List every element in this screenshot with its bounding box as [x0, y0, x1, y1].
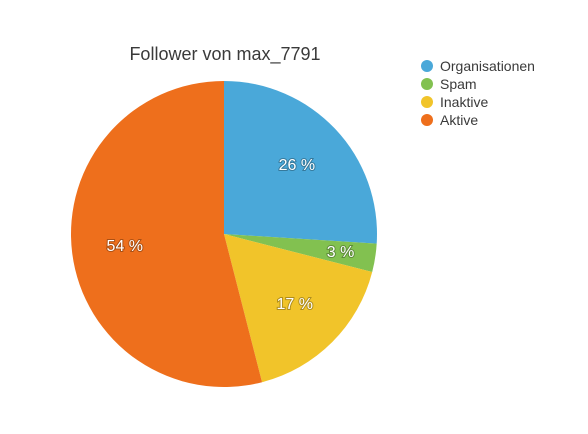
legend-label: Inaktive — [440, 94, 489, 110]
pie-slice-inaktive — [224, 234, 373, 383]
pie-slices — [71, 81, 377, 387]
legend-swatch — [421, 60, 433, 72]
chart-title: Follower von max_7791 — [129, 44, 321, 64]
pie-slice-labels: 26 % 3 % 17 % 54 % — [106, 156, 356, 314]
slice-label-organisationen: 26 % — [279, 157, 315, 174]
legend-swatch — [421, 78, 433, 90]
chart-legend: Organisationen Spam Inaktive Aktive — [421, 57, 535, 129]
legend-item-spam[interactable]: Spam — [421, 75, 535, 93]
legend-swatch — [421, 96, 433, 108]
slice-label-inaktive: 17 % — [276, 296, 312, 313]
pie-slice-organisationen — [224, 81, 377, 244]
slice-label-spam: 3 % — [327, 244, 355, 261]
legend-label: Organisationen — [440, 58, 535, 74]
legend-label: Spam — [440, 76, 477, 92]
legend-label: Aktive — [440, 112, 479, 128]
legend-item-inaktive[interactable]: Inaktive — [421, 93, 535, 111]
legend-item-organisationen[interactable]: Organisationen — [421, 57, 535, 75]
pie-slice-aktive — [71, 81, 263, 387]
legend-swatch — [421, 114, 433, 126]
slice-label-aktive: 54 % — [107, 238, 143, 255]
legend-item-aktive[interactable]: Aktive — [421, 111, 535, 129]
pie-slice-spam — [224, 234, 377, 273]
